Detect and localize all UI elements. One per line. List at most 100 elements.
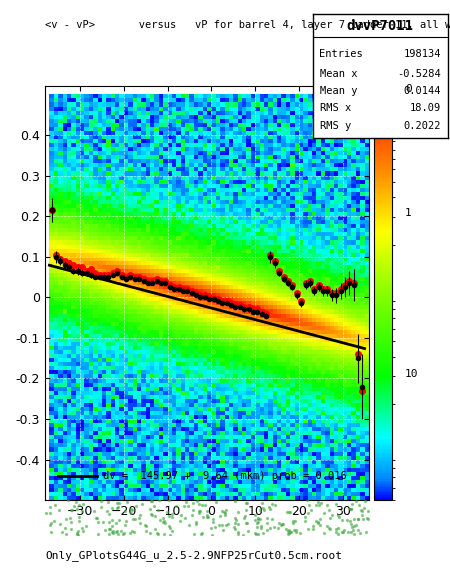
Point xyxy=(168,526,176,535)
Point xyxy=(160,513,167,522)
Point xyxy=(326,513,333,522)
Point xyxy=(324,521,331,530)
Point xyxy=(266,504,273,513)
Point xyxy=(310,525,317,534)
Point xyxy=(364,514,371,523)
Point xyxy=(142,521,149,530)
Point xyxy=(308,505,315,515)
Point xyxy=(304,508,311,518)
Point xyxy=(346,517,354,526)
Point xyxy=(364,513,371,523)
Point xyxy=(105,509,112,519)
Point xyxy=(74,530,81,539)
Point xyxy=(350,526,357,535)
Point xyxy=(105,530,112,539)
Point xyxy=(121,521,128,530)
Point xyxy=(361,496,369,505)
Point xyxy=(115,530,122,539)
Point xyxy=(257,522,265,531)
Point xyxy=(292,525,299,534)
Point xyxy=(201,500,208,509)
Point xyxy=(254,518,261,527)
Point xyxy=(305,524,312,534)
Point xyxy=(232,515,239,524)
Text: 1: 1 xyxy=(405,208,412,218)
Point xyxy=(320,509,327,518)
Point xyxy=(231,518,238,527)
Point xyxy=(208,524,215,533)
Point xyxy=(169,509,176,518)
Point xyxy=(210,517,217,526)
Point xyxy=(135,513,143,522)
Point xyxy=(253,522,261,531)
Point xyxy=(52,500,59,509)
Point xyxy=(364,507,371,516)
Point xyxy=(108,515,115,524)
Point xyxy=(234,530,241,539)
Point xyxy=(210,515,217,524)
Point xyxy=(231,523,238,532)
Point xyxy=(221,508,228,518)
Point xyxy=(358,510,365,519)
Point xyxy=(316,520,323,529)
Point xyxy=(193,497,200,506)
Point xyxy=(119,530,126,539)
Point xyxy=(47,518,54,527)
Point xyxy=(42,509,50,518)
Point xyxy=(269,499,276,508)
Point xyxy=(348,527,355,536)
Point xyxy=(195,506,203,515)
Point xyxy=(121,506,128,515)
Point xyxy=(75,516,82,526)
Point xyxy=(289,516,297,526)
Point xyxy=(73,505,81,514)
Point xyxy=(176,516,184,525)
Point xyxy=(260,504,267,513)
Point xyxy=(48,528,55,537)
Point xyxy=(232,496,239,505)
Point xyxy=(62,514,69,523)
Point xyxy=(137,511,144,520)
Point xyxy=(204,511,211,520)
Point xyxy=(137,518,144,527)
Text: 198134: 198134 xyxy=(404,49,441,59)
Point xyxy=(74,528,81,538)
Point xyxy=(355,526,362,535)
Point xyxy=(339,516,346,525)
Point xyxy=(79,526,86,535)
Point xyxy=(161,518,168,527)
Point xyxy=(79,500,86,509)
Point xyxy=(68,505,76,515)
Point xyxy=(348,500,356,509)
Point xyxy=(95,518,102,527)
Point xyxy=(112,527,119,536)
Point xyxy=(292,528,300,537)
Point xyxy=(240,513,248,522)
Point xyxy=(166,530,173,539)
Point xyxy=(314,497,321,507)
Point xyxy=(123,498,130,507)
Point xyxy=(196,507,203,516)
Point xyxy=(209,530,216,539)
Point xyxy=(127,528,134,538)
Point xyxy=(252,529,259,538)
Point xyxy=(283,524,290,534)
Point xyxy=(168,512,176,522)
Point xyxy=(62,529,69,538)
Point xyxy=(218,520,225,530)
Point xyxy=(239,530,247,539)
Point xyxy=(191,529,198,538)
Point xyxy=(346,504,354,513)
Point xyxy=(362,528,369,537)
Point xyxy=(147,496,154,505)
Point xyxy=(359,507,366,516)
Text: 0: 0 xyxy=(405,84,412,94)
Point xyxy=(132,515,139,524)
Point xyxy=(352,521,360,530)
Point xyxy=(312,500,319,509)
Point xyxy=(105,497,112,506)
Point xyxy=(350,522,357,531)
Point xyxy=(284,507,291,516)
Point xyxy=(222,505,230,514)
Text: dvvP7011: dvvP7011 xyxy=(347,18,414,33)
